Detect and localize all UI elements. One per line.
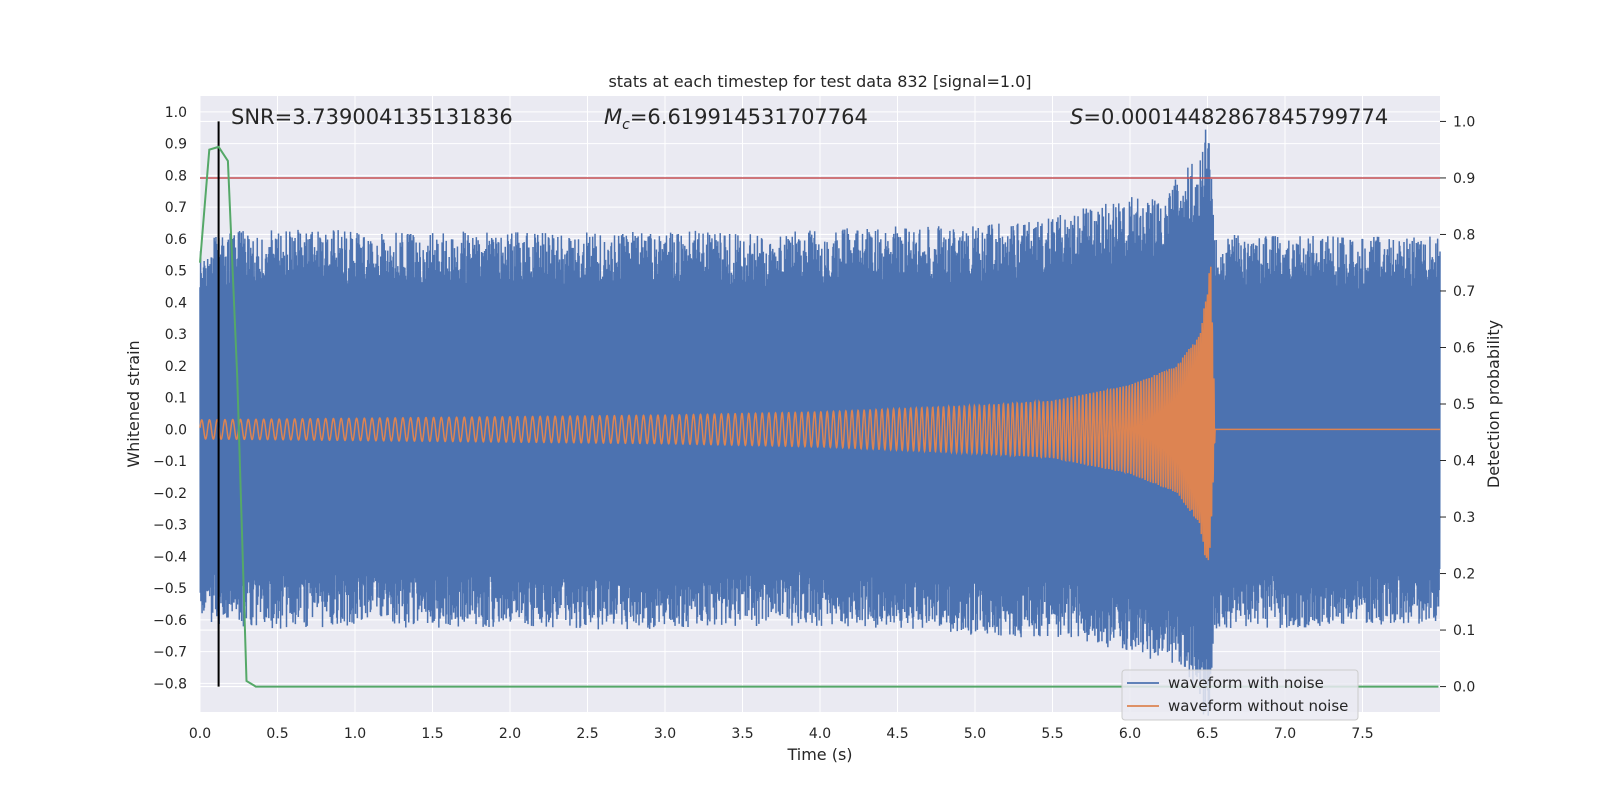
- left-tick-label: 0.4: [165, 295, 187, 311]
- left-tick-label: −0.4: [153, 549, 187, 565]
- chirp-mass-subscript: c: [622, 117, 630, 133]
- left-tick-label: −0.3: [153, 518, 187, 534]
- chirp-mass-value: =6.619914531707764: [630, 105, 868, 129]
- x-tick-label: 6.5: [1196, 726, 1218, 742]
- left-tick-label: −0.5: [153, 581, 187, 597]
- left-tick-label: 0.0: [165, 422, 187, 438]
- series-waveform-with-noise: [199, 129, 1441, 716]
- snr-annotation: SNR=3.739004135131836: [231, 105, 513, 129]
- left-tick-label: 0.7: [165, 200, 187, 216]
- x-tick-label: 7.0: [1274, 726, 1296, 742]
- left-tick-label: −0.2: [153, 486, 187, 502]
- x-tick-label: 2.5: [576, 726, 598, 742]
- left-tick-label: −0.8: [153, 676, 187, 692]
- left-tick-label: 0.1: [165, 391, 187, 407]
- legend: waveform with noise waveform without noi…: [1121, 669, 1359, 721]
- series-layer: [199, 121, 1441, 716]
- right-tick-label: 0.7: [1453, 284, 1475, 300]
- s-annotation: S=0.00014482867845799774: [1070, 105, 1388, 129]
- left-tick-label: 0.8: [165, 168, 187, 184]
- x-tick-label: 0.5: [266, 726, 288, 742]
- x-tick-label: 6.0: [1119, 726, 1141, 742]
- x-tick-label: 5.5: [1041, 726, 1063, 742]
- right-tick-label: 0.2: [1453, 567, 1475, 583]
- right-tick-label: 0.4: [1453, 454, 1475, 470]
- series-detection-probability: [199, 145, 1439, 688]
- chirp-mass-annotation: Mc=6.619914531707764: [604, 105, 868, 133]
- right-tick-label: 0.0: [1453, 680, 1475, 696]
- x-tick-label: 2.0: [499, 726, 521, 742]
- left-axis-label: Whitened strain: [124, 340, 143, 467]
- x-tick-labels: 0.0 0.5 1.0 1.5 2.0 2.5 3.0 3.5 4.0 4.5 5.0 5.5 6.0 6…: [189, 726, 1374, 742]
- left-tick-label: 0.9: [165, 137, 187, 153]
- left-tick-label: 0.5: [165, 264, 187, 280]
- s-value: =0.00014482867845799774: [1083, 105, 1388, 129]
- x-tick-label: 4.5: [886, 726, 908, 742]
- x-tick-label: 5.0: [964, 726, 986, 742]
- right-tick-label: 0.1: [1453, 623, 1475, 639]
- x-tick-label: 1.0: [344, 726, 366, 742]
- left-tick-label: −0.6: [153, 613, 187, 629]
- x-axis-label: Time (s): [786, 745, 852, 764]
- x-tick-label: 3.0: [654, 726, 676, 742]
- x-tick-label: 7.5: [1351, 726, 1373, 742]
- right-tick-labels: 1.0 0.9 0.8 0.7 0.6 0.5 0.4 0.3 0.2 0.1 0.0: [1440, 114, 1475, 696]
- right-tick-label: 1.0: [1453, 114, 1475, 130]
- x-tick-label: 0.0: [189, 726, 211, 742]
- left-tick-label: 0.3: [165, 327, 187, 343]
- right-tick-label: 0.9: [1453, 171, 1475, 187]
- legend-label-noise: waveform with noise: [1168, 674, 1324, 692]
- right-tick-label: 0.3: [1453, 510, 1475, 526]
- left-tick-label: −0.1: [153, 454, 187, 470]
- chart-title: stats at each timestep for test data 832…: [608, 72, 1031, 91]
- right-tick-label: 0.5: [1453, 397, 1475, 413]
- series-waveform-without-noise: [199, 266, 1440, 561]
- x-tick-label: 4.0: [809, 726, 831, 742]
- left-tick-label: −0.7: [153, 645, 187, 661]
- left-tick-label: 0.6: [165, 232, 187, 248]
- x-tick-label: 3.5: [731, 726, 753, 742]
- right-axis-label: Detection probability: [1484, 320, 1503, 488]
- right-tick-label: 0.6: [1453, 340, 1475, 356]
- legend-label-clean: waveform without noise: [1168, 697, 1348, 715]
- legend-box: [1121, 669, 1359, 721]
- left-tick-label: 1.0: [165, 105, 187, 121]
- s-symbol: S: [1070, 105, 1083, 129]
- left-tick-labels: 1.0 0.9 0.8 0.7 0.6 0.5 0.4 0.3 0.2 0.1 0.0 −0.1 −0.…: [153, 105, 187, 693]
- right-tick-label: 0.8: [1453, 227, 1475, 243]
- chirp-mass-symbol: M: [604, 105, 622, 129]
- x-tick-label: 1.5: [421, 726, 443, 742]
- left-tick-label: 0.2: [165, 359, 187, 375]
